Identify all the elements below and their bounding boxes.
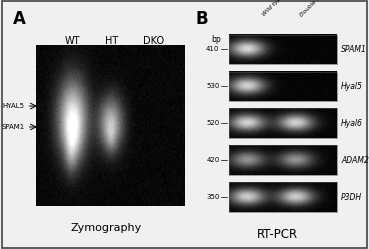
Text: Hyal5: Hyal5 [341,82,363,91]
Text: ADAM2: ADAM2 [341,156,369,165]
Text: DKO: DKO [143,36,165,46]
Text: B: B [195,10,208,28]
Text: 410: 410 [206,46,220,52]
Bar [36,46,184,206]
Text: Wild type: Wild type [262,0,285,17]
Text: bp: bp [211,35,221,44]
Text: Double KO: Double KO [299,0,325,17]
Bar [230,109,337,138]
Text: A: A [13,10,26,28]
Bar [230,145,337,175]
Text: WT: WT [65,36,80,46]
Text: RT-PCR: RT-PCR [257,228,298,241]
Text: Hyal6: Hyal6 [341,119,363,128]
Text: HT: HT [106,36,119,46]
Bar [230,35,337,64]
Text: 520: 520 [206,120,220,126]
Bar [230,183,337,212]
Text: 350: 350 [206,194,220,200]
Text: Zymography: Zymography [71,223,142,233]
Text: SPAM1: SPAM1 [1,124,25,130]
Text: SPAM1: SPAM1 [341,45,367,54]
Text: 530: 530 [206,83,220,89]
Bar [230,71,337,101]
Text: P3DH: P3DH [341,193,362,202]
Text: 420: 420 [206,157,220,163]
Text: HYAL5: HYAL5 [3,103,25,109]
